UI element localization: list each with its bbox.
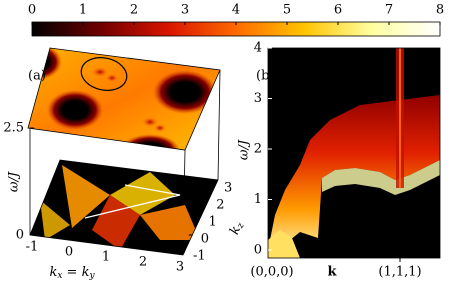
x-tick-label: 2 bbox=[139, 255, 147, 270]
x-axis-label: kx = ky bbox=[49, 265, 95, 281]
colorbar-tick-label: 7 bbox=[385, 3, 393, 18]
panel-label: (a) bbox=[28, 69, 46, 84]
colorbar-tick-label: 6 bbox=[334, 3, 342, 18]
colorbar-tick-label: 2 bbox=[130, 3, 138, 18]
x-tick bbox=[105, 240, 108, 246]
y-tick-label: 2 bbox=[216, 198, 224, 213]
label-part: x bbox=[57, 271, 62, 281]
panel-label: (b) bbox=[256, 69, 274, 84]
x-tick bbox=[142, 245, 145, 251]
y-tick-label: 1 bbox=[209, 215, 217, 230]
x-tick bbox=[179, 250, 182, 256]
bottom-plane-map bbox=[30, 160, 218, 255]
colorbar-tick-label: 8 bbox=[436, 3, 444, 18]
colorbar-tick-label: 3 bbox=[181, 3, 189, 18]
label-part: z bbox=[235, 221, 247, 230]
y-tick-label: 2 bbox=[254, 142, 262, 157]
colorbar-tick-label: 0 bbox=[28, 3, 36, 18]
z-axis-label: ω/J bbox=[7, 171, 22, 192]
label-part: k bbox=[49, 265, 57, 280]
x-tick bbox=[31, 230, 34, 236]
z-tick-label: 0 bbox=[16, 228, 24, 243]
y-tick-label: 4 bbox=[254, 41, 262, 56]
colorbar-tick-label: 4 bbox=[232, 3, 240, 18]
label-part: = k bbox=[62, 265, 89, 280]
top-plane-map bbox=[28, 48, 220, 150]
x-axis-label: k bbox=[327, 265, 337, 280]
y-tick-label: 1 bbox=[254, 192, 262, 207]
y-tick-label: 0 bbox=[254, 243, 262, 258]
x-tick-label: -1 bbox=[26, 240, 39, 255]
y-tick-label: 3 bbox=[224, 181, 232, 196]
x-tick bbox=[68, 235, 71, 241]
x-tick-label: 3 bbox=[176, 260, 184, 275]
label-part: y bbox=[88, 271, 95, 281]
colorbar-tick-label: 5 bbox=[283, 3, 291, 18]
z-tick-label: 2.5 bbox=[3, 121, 24, 136]
y-axis-label: ω/J bbox=[237, 139, 252, 160]
x-tick-label: 0 bbox=[65, 245, 73, 260]
x-tick-label: (0,0,0) bbox=[250, 265, 293, 280]
x-tick-label: (1,1,1) bbox=[378, 265, 421, 280]
y-tick-label: 3 bbox=[254, 91, 262, 106]
y-tick-label: -1 bbox=[193, 249, 206, 264]
x-tick-label: 1 bbox=[102, 250, 110, 265]
spectrum-map bbox=[268, 48, 440, 258]
y-axis-label: kz bbox=[227, 219, 247, 237]
colorbar-tick-label: 1 bbox=[79, 3, 87, 18]
y-tick-label: 0 bbox=[201, 232, 209, 247]
